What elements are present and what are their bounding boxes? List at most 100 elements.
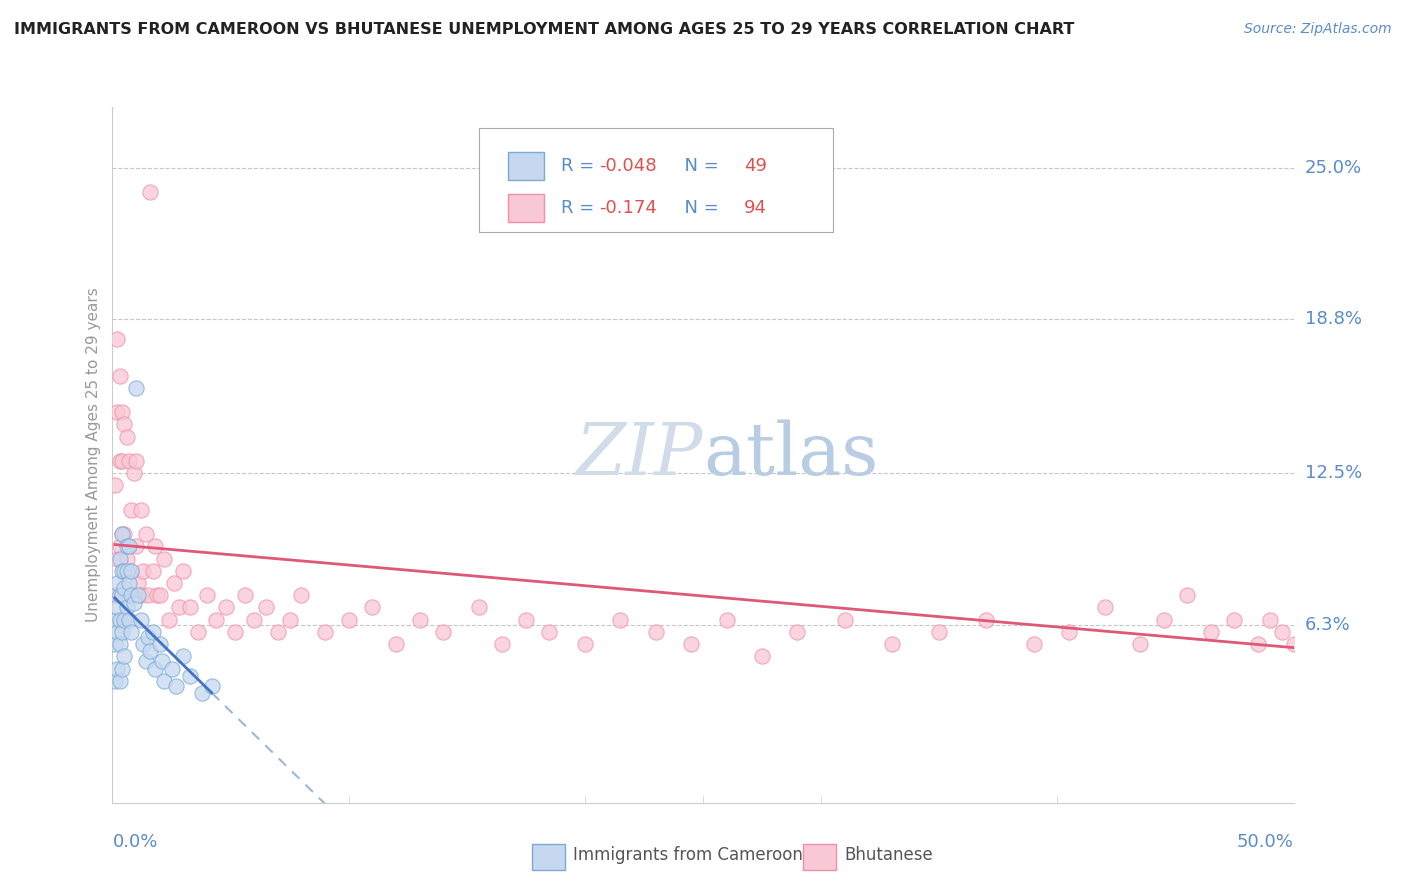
Text: N =: N = — [673, 157, 725, 175]
Point — [125, 540, 148, 554]
Point — [135, 654, 157, 668]
Point — [233, 588, 256, 602]
Point — [127, 576, 149, 591]
Point — [163, 576, 186, 591]
Point — [215, 600, 238, 615]
Point — [142, 564, 165, 578]
Point — [115, 551, 138, 566]
Point — [115, 429, 138, 443]
Point — [120, 624, 142, 639]
Point — [139, 186, 162, 200]
Point — [129, 503, 152, 517]
Point — [111, 661, 134, 675]
Point — [538, 624, 561, 639]
Point — [120, 503, 142, 517]
Text: 94: 94 — [744, 199, 768, 217]
Point — [834, 613, 856, 627]
Point — [104, 637, 127, 651]
Point — [1153, 613, 1175, 627]
Point — [172, 649, 194, 664]
Text: -0.174: -0.174 — [599, 199, 657, 217]
Point — [1365, 637, 1388, 651]
Point — [132, 564, 155, 578]
Text: 6.3%: 6.3% — [1305, 615, 1350, 633]
Point — [136, 588, 159, 602]
Point — [105, 551, 128, 566]
Point — [1175, 588, 1198, 602]
Point — [111, 405, 134, 419]
Text: ZIP: ZIP — [575, 419, 703, 491]
Point — [1094, 600, 1116, 615]
Text: -0.048: -0.048 — [599, 157, 657, 175]
Point — [112, 613, 135, 627]
Point — [149, 637, 172, 651]
FancyBboxPatch shape — [508, 153, 544, 180]
Point — [150, 654, 173, 668]
Point — [290, 588, 312, 602]
Point — [112, 527, 135, 541]
Point — [111, 454, 134, 468]
Point — [337, 613, 360, 627]
Point — [104, 613, 127, 627]
Text: R =: R = — [561, 157, 600, 175]
Text: 49: 49 — [744, 157, 768, 175]
Text: Source: ZipAtlas.com: Source: ZipAtlas.com — [1244, 22, 1392, 37]
Point — [1396, 637, 1406, 651]
Point — [191, 686, 214, 700]
Point — [1341, 630, 1364, 644]
Point — [120, 588, 142, 602]
Point — [786, 624, 808, 639]
Point — [108, 540, 131, 554]
Point — [1129, 637, 1152, 651]
Point — [143, 661, 166, 675]
Point — [143, 540, 166, 554]
Point — [120, 564, 142, 578]
Point — [125, 381, 148, 395]
Point — [167, 600, 190, 615]
Point — [515, 613, 537, 627]
Text: Immigrants from Cameroon: Immigrants from Cameroon — [574, 846, 803, 864]
Point — [254, 600, 277, 615]
Text: atlas: atlas — [703, 419, 879, 491]
FancyBboxPatch shape — [531, 844, 565, 871]
Point — [491, 637, 513, 651]
Point — [111, 624, 134, 639]
Point — [201, 679, 224, 693]
Point — [278, 613, 301, 627]
Point — [118, 576, 141, 591]
Point — [186, 624, 208, 639]
FancyBboxPatch shape — [803, 844, 837, 871]
Point — [1330, 613, 1353, 627]
Point — [205, 613, 228, 627]
Point — [880, 637, 903, 651]
Point — [115, 600, 138, 615]
FancyBboxPatch shape — [478, 128, 832, 232]
Point — [172, 564, 194, 578]
Point — [105, 576, 128, 591]
Point — [179, 669, 201, 683]
Point — [153, 551, 176, 566]
Point — [111, 588, 134, 602]
Point — [118, 540, 141, 554]
Text: 0.0%: 0.0% — [112, 833, 157, 851]
Point — [125, 454, 148, 468]
Point — [136, 630, 159, 644]
Point — [105, 600, 128, 615]
Point — [1247, 637, 1270, 651]
Point — [111, 527, 134, 541]
Point — [385, 637, 408, 651]
Point — [976, 613, 998, 627]
Point — [716, 613, 738, 627]
Point — [1317, 637, 1340, 651]
Point — [1294, 600, 1316, 615]
Point — [1353, 620, 1375, 634]
Point — [105, 661, 128, 675]
Point — [118, 588, 141, 602]
Point — [115, 540, 138, 554]
Point — [129, 613, 152, 627]
Point — [609, 613, 631, 627]
Point — [1223, 613, 1246, 627]
Point — [195, 588, 218, 602]
Point — [179, 600, 201, 615]
Point — [1022, 637, 1045, 651]
